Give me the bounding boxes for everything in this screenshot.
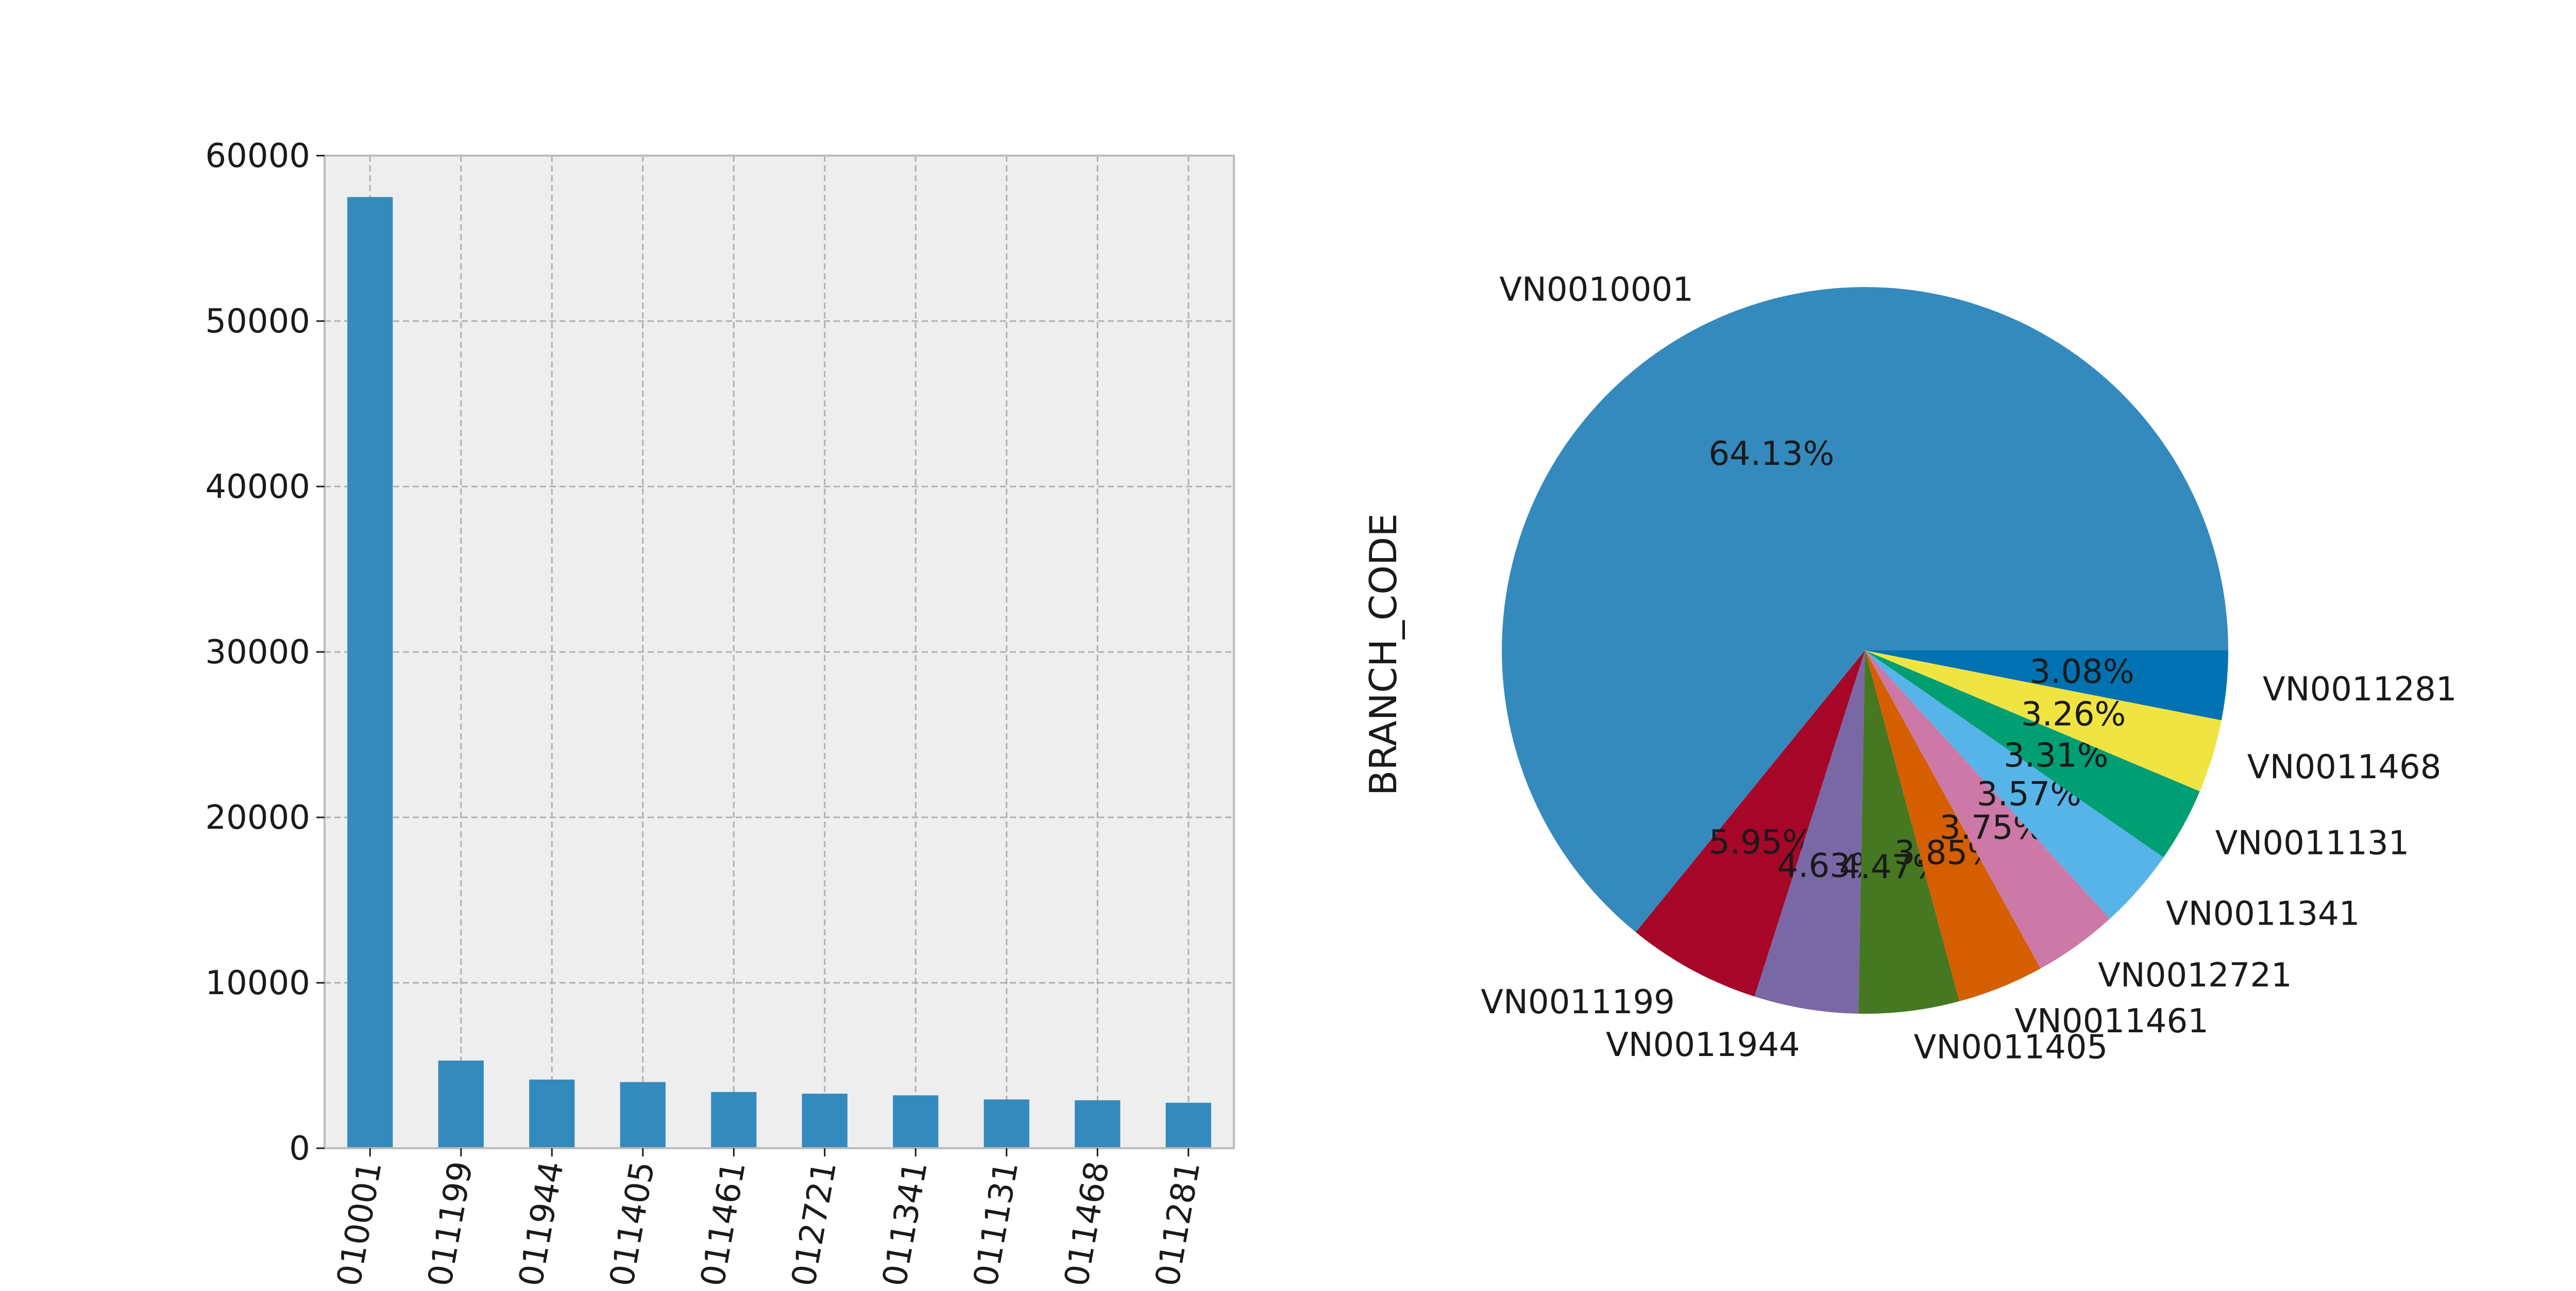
x-tick-label: 011468 (1058, 1159, 1117, 1288)
pie-chart: 64.13%VN00100015.95%VN00111994.63%VN0011… (1362, 271, 2457, 1067)
bar (620, 1082, 666, 1148)
pie-slice-label: VN0011468 (2247, 748, 2442, 786)
pie-slice (1865, 650, 2110, 969)
pie-ylabel: BRANCH_CODE (1362, 513, 1405, 796)
pie-slice (1636, 650, 1865, 997)
bar (347, 197, 393, 1148)
pie-slice (1865, 650, 2164, 919)
y-tick-label: 30000 (205, 633, 310, 672)
bar (802, 1094, 848, 1148)
x-tick-label: 011341 (876, 1159, 935, 1288)
bar (1165, 1102, 1211, 1148)
x-tick-label: 011281 (1148, 1159, 1208, 1288)
pie-slice-label: VN0011341 (2166, 895, 2360, 933)
pie-slice (1754, 650, 1865, 1014)
x-tick-label: 011944 (512, 1159, 571, 1288)
pie-slice-label: VN0011281 (2263, 670, 2457, 709)
bar (893, 1095, 939, 1148)
pie-slice-label: VN0011461 (2014, 1002, 2209, 1041)
bar (984, 1099, 1029, 1148)
y-tick-label: 50000 (205, 303, 310, 341)
bar (1075, 1100, 1121, 1148)
y-tick-label: 10000 (205, 964, 310, 1002)
pie-slice-label: VN0010001 (1499, 271, 1693, 309)
pie-slice-label: VN0011131 (2215, 824, 2410, 862)
pie-slice-label: VN0012721 (2098, 957, 2292, 995)
pie-percent-label: 3.26% (2021, 695, 2126, 733)
x-tick-label: 010001 (330, 1159, 389, 1288)
pie-percent-label: 64.13% (1708, 435, 1834, 473)
pie-slice (1865, 650, 2200, 858)
y-tick-label: 20000 (205, 799, 310, 837)
bar-chart: 0 10000 20000 30000 40000 50000 60000 010001 011… (205, 137, 1235, 1289)
pie-slice (1865, 650, 2228, 720)
pie-percent-label: 3.08% (2029, 653, 2134, 691)
y-tick-label: 60000 (205, 137, 310, 175)
y-tick-label: 0 (289, 1130, 310, 1168)
x-tick-label: 011131 (967, 1159, 1026, 1288)
x-tick-label: 011405 (603, 1159, 662, 1288)
pie-slice-label: VN0011199 (1481, 983, 1675, 1021)
bar (711, 1092, 757, 1148)
y-tick-label: 40000 (205, 468, 310, 506)
x-tick-label: 011199 (421, 1159, 480, 1288)
pie-slice (1865, 650, 2041, 1001)
x-tick-label: 012721 (785, 1159, 844, 1288)
pie-slice (1858, 650, 1960, 1014)
bar (529, 1079, 575, 1148)
bar (438, 1060, 484, 1148)
pie-slice (1865, 650, 2222, 792)
pie-percent-label: 5.95% (1709, 824, 1814, 862)
x-tick-label: 011461 (694, 1159, 753, 1288)
pie-slice (1502, 287, 2228, 932)
pie-slice-label: VN0011944 (1606, 1026, 1800, 1064)
pie-slice-label: VN0011405 (1914, 1029, 2108, 1067)
